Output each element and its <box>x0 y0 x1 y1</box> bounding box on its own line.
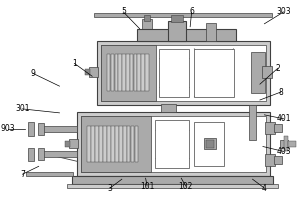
Bar <box>274 156 282 164</box>
Bar <box>135 126 138 162</box>
Bar <box>204 138 216 149</box>
Text: 7: 7 <box>20 170 25 179</box>
Bar <box>69 139 78 148</box>
Text: 403: 403 <box>276 147 291 156</box>
Text: 102: 102 <box>178 182 193 191</box>
Bar <box>131 126 134 162</box>
Text: 101: 101 <box>140 182 154 191</box>
Text: 5: 5 <box>121 7 126 16</box>
Bar <box>194 49 234 97</box>
Text: 6: 6 <box>189 7 194 16</box>
Bar <box>95 126 99 162</box>
Bar <box>28 148 34 161</box>
Bar <box>284 136 288 151</box>
Bar <box>97 41 270 105</box>
Bar <box>115 126 119 162</box>
Bar <box>89 67 98 77</box>
Bar <box>119 126 123 162</box>
Bar <box>107 54 110 91</box>
Text: 303: 303 <box>276 7 291 16</box>
Bar <box>161 104 176 112</box>
Bar <box>101 45 266 101</box>
Text: 3: 3 <box>107 184 112 193</box>
Bar <box>115 54 118 91</box>
Text: 1: 1 <box>72 59 77 68</box>
Bar <box>127 126 130 162</box>
Bar <box>28 122 34 136</box>
Bar <box>145 54 148 91</box>
Bar <box>43 151 77 157</box>
Text: 401: 401 <box>276 114 291 123</box>
Bar <box>77 112 270 176</box>
Bar <box>262 66 272 78</box>
Text: 2: 2 <box>275 64 280 73</box>
Bar <box>194 122 224 166</box>
Bar <box>266 154 275 166</box>
Bar <box>288 141 296 147</box>
Bar <box>154 120 189 168</box>
Bar <box>134 54 137 91</box>
Bar <box>81 116 151 172</box>
Bar <box>137 54 141 91</box>
Bar <box>111 126 115 162</box>
Bar <box>274 124 282 132</box>
Bar <box>250 52 266 93</box>
Bar <box>142 19 152 29</box>
Text: 903: 903 <box>0 124 15 133</box>
Bar <box>266 122 275 134</box>
Bar <box>280 140 288 148</box>
Bar <box>85 69 90 75</box>
Bar <box>160 49 189 97</box>
Text: 4: 4 <box>262 184 267 193</box>
Bar <box>91 126 95 162</box>
Bar <box>26 172 74 176</box>
Bar <box>65 141 70 147</box>
Bar <box>248 105 256 140</box>
Bar <box>38 123 44 135</box>
Bar <box>107 126 111 162</box>
Bar <box>38 148 44 160</box>
Bar <box>72 176 273 184</box>
Bar <box>130 54 133 91</box>
Bar <box>171 15 183 22</box>
Bar <box>68 184 278 188</box>
Bar <box>168 21 186 41</box>
Text: 9: 9 <box>30 69 35 78</box>
Bar <box>126 54 130 91</box>
Bar <box>122 54 126 91</box>
Bar <box>206 140 214 148</box>
Bar <box>137 29 236 41</box>
Bar <box>87 126 91 162</box>
Bar <box>206 23 216 41</box>
Bar <box>99 126 103 162</box>
Text: 8: 8 <box>278 88 283 97</box>
Bar <box>101 45 155 101</box>
Bar <box>144 15 150 21</box>
Bar <box>94 13 272 17</box>
Bar <box>118 54 122 91</box>
Bar <box>81 116 266 172</box>
Bar <box>111 54 114 91</box>
Bar <box>43 126 77 132</box>
Text: 301: 301 <box>15 104 30 113</box>
Bar <box>123 126 127 162</box>
Bar <box>103 126 107 162</box>
Bar <box>141 54 145 91</box>
